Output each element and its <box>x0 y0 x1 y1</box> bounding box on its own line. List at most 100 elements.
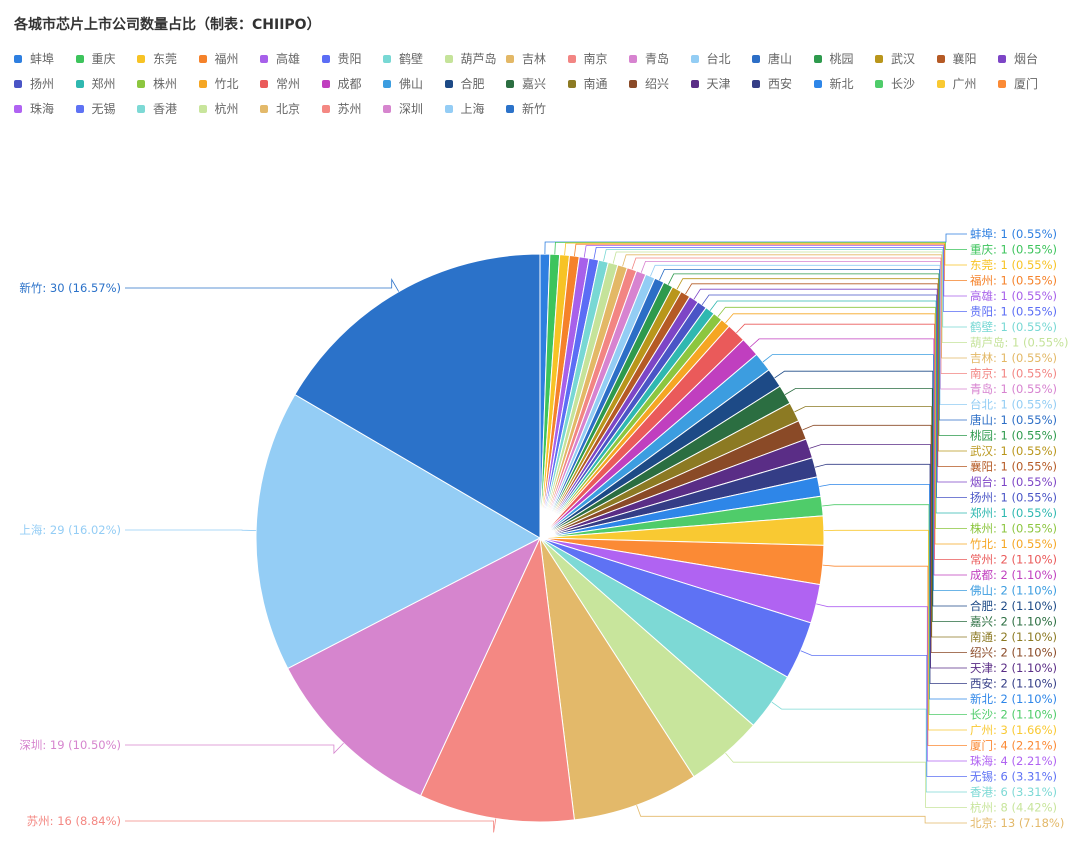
label-line <box>631 257 967 374</box>
legend-item[interactable]: 深圳 <box>383 100 445 118</box>
legend-item[interactable]: 杭州 <box>198 100 261 118</box>
legend-item[interactable]: 苏州 <box>321 100 384 118</box>
chart-title: 各城市芯片上市公司数量占比（制表：CHIIPO） <box>14 17 321 33</box>
data-label: 武汉: 1 (0.55%) <box>970 444 1057 458</box>
legend-swatch <box>875 80 883 88</box>
data-label: 北京: 13 (7.18%) <box>970 816 1064 830</box>
label-line <box>701 294 967 498</box>
legend-label: 武汉 <box>891 52 916 66</box>
legend-swatch <box>506 80 514 88</box>
legend-swatch <box>75 55 84 63</box>
legend-item[interactable]: 西安 <box>752 75 814 93</box>
data-label: 株州: 1 (0.55%) <box>970 522 1057 536</box>
legend-swatch <box>383 55 391 63</box>
legend-item[interactable]: 重庆 <box>75 50 138 68</box>
legend-item[interactable]: 鹤壁 <box>383 50 445 68</box>
legend-item[interactable]: 桃园 <box>813 50 876 68</box>
legend-item[interactable]: 新竹 <box>506 100 568 118</box>
legend-item[interactable]: 青岛 <box>629 50 691 68</box>
legend-label: 上海 <box>460 102 485 116</box>
legend-item[interactable]: 东莞 <box>137 50 199 68</box>
label-line <box>554 241 967 255</box>
legend-item[interactable]: 葫芦岛 <box>444 50 507 68</box>
legend-item[interactable]: 唐山 <box>752 50 814 68</box>
data-label: 青岛: 1 (0.55%) <box>970 382 1057 396</box>
legend-swatch <box>321 80 330 88</box>
legend-item[interactable]: 南京 <box>567 50 630 68</box>
legend-item[interactable]: 绍兴 <box>629 75 691 93</box>
legend-swatch <box>14 80 22 88</box>
label-line <box>685 283 967 467</box>
legend-item[interactable]: 香港 <box>137 100 199 118</box>
legend-swatch <box>321 105 330 113</box>
legend-item[interactable]: 珠海 <box>14 100 76 118</box>
legend-item[interactable]: 成都 <box>321 75 384 93</box>
legend-item[interactable]: 襄阳 <box>936 50 999 68</box>
legend-item[interactable]: 扬州 <box>14 75 76 93</box>
legend-item[interactable]: 嘉兴 <box>506 75 568 93</box>
legend-item[interactable]: 蚌埠 <box>14 50 76 68</box>
legend-item[interactable]: 新北 <box>813 75 876 93</box>
legend-item[interactable]: 烟台 <box>998 50 1060 68</box>
legend-row: 珠海 无锡 香港 杭州 北京 苏州 深圳 上海 新竹 <box>14 98 1074 123</box>
legend-label: 蚌埠 <box>30 52 55 66</box>
label-line <box>650 264 967 405</box>
legend-item[interactable]: 佛山 <box>383 75 445 93</box>
legend-item[interactable]: 北京 <box>260 100 322 118</box>
legend-label: 桃园 <box>829 52 854 66</box>
legend-label: 长沙 <box>891 77 916 91</box>
legend-label: 珠海 <box>30 102 55 116</box>
legend-swatch <box>75 80 84 88</box>
label-line <box>749 338 967 576</box>
legend-item[interactable]: 厦门 <box>998 75 1060 93</box>
legend-item[interactable]: 常州 <box>260 75 322 93</box>
data-label: 襄阳: 1 (0.55%) <box>970 460 1057 474</box>
data-label: 佛山: 2 (1.10%) <box>970 584 1057 598</box>
label-line <box>819 483 967 700</box>
legend-swatch <box>260 105 268 113</box>
legend-item[interactable]: 郑州 <box>75 75 138 93</box>
legend-swatch <box>752 80 760 88</box>
legend-swatch <box>260 80 268 88</box>
legend-item[interactable]: 南通 <box>567 75 630 93</box>
legend-label: 常州 <box>276 77 301 91</box>
data-label: 台北: 1 (0.55%) <box>970 398 1057 412</box>
pie-slice[interactable] <box>255 393 542 670</box>
legend-item[interactable]: 高雄 <box>260 50 322 68</box>
legend-swatch <box>506 105 514 113</box>
legend-item[interactable]: 福州 <box>198 50 261 68</box>
legend-item[interactable]: 台北 <box>690 50 753 68</box>
data-label: 香港: 6 (3.31%) <box>970 785 1057 799</box>
legend-item[interactable]: 贵阳 <box>321 50 384 68</box>
legend-item[interactable]: 武汉 <box>875 50 937 68</box>
legend-item[interactable]: 长沙 <box>875 75 937 93</box>
data-label: 重庆: 1 (0.55%) <box>970 243 1057 257</box>
legend-label: 竹北 <box>214 77 239 91</box>
chart-legend: 蚌埠 重庆 东莞 福州 高雄 贵阳 鹤壁 葫芦岛 吉林 南京 青岛 台北 唐山 桃园 武汉 襄阳 烟台扬州 郑州 株… <box>14 48 1074 123</box>
data-label: 上海: 29 (16.02%) <box>19 523 121 537</box>
legend-item[interactable]: 株州 <box>137 75 199 93</box>
legend-swatch <box>444 55 453 63</box>
label-line <box>640 260 967 390</box>
legend-item[interactable]: 天津 <box>690 75 753 93</box>
label-line <box>814 463 967 684</box>
legend-swatch <box>14 105 22 113</box>
pie-slice[interactable] <box>294 253 541 539</box>
label-line <box>762 354 967 591</box>
label-line <box>125 278 400 292</box>
pie-slice[interactable] <box>539 537 695 821</box>
legend-item[interactable]: 广州 <box>936 75 999 93</box>
legend-label: 西安 <box>768 77 793 91</box>
legend-item[interactable]: 合肥 <box>444 75 507 93</box>
legend-item[interactable]: 竹北 <box>198 75 261 93</box>
legend-swatch <box>444 80 453 88</box>
data-label: 贵阳: 1 (0.55%) <box>970 305 1057 319</box>
legend-item[interactable]: 无锡 <box>75 100 138 118</box>
legend-swatch <box>75 105 84 113</box>
data-label: 常州: 2 (1.10%) <box>970 553 1057 567</box>
legend-swatch <box>629 80 637 88</box>
legend-item[interactable]: 上海 <box>444 100 507 118</box>
label-line <box>125 742 344 755</box>
legend-label: 佛山 <box>399 77 424 91</box>
legend-item[interactable]: 吉林 <box>506 50 568 68</box>
